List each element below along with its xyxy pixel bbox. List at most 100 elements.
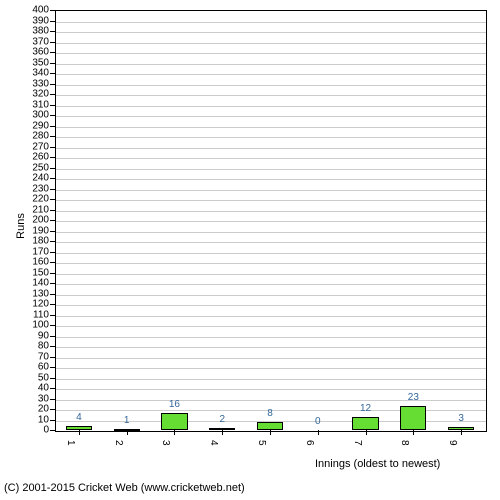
x-tick-mark: [413, 430, 414, 435]
bar-value-label: 4: [76, 412, 82, 423]
y-tick-label: 300: [32, 110, 49, 121]
grid-line: [56, 95, 486, 96]
grid-line: [56, 106, 486, 107]
y-tick-mark: [50, 430, 55, 431]
y-tick-label: 270: [32, 141, 49, 152]
y-tick-label: 80: [38, 341, 49, 352]
y-tick-label: 390: [32, 15, 49, 26]
y-tick-mark: [50, 399, 55, 400]
x-tick-label: 6: [304, 440, 315, 446]
y-tick-mark: [50, 21, 55, 22]
y-tick-mark: [50, 52, 55, 53]
copyright-text: (C) 2001-2015 Cricket Web (www.cricketwe…: [4, 482, 245, 494]
y-tick-mark: [50, 304, 55, 305]
x-tick-mark: [461, 430, 462, 435]
y-tick-mark: [50, 241, 55, 242]
y-tick-mark: [50, 199, 55, 200]
y-tick-mark: [50, 388, 55, 389]
grid-line: [56, 32, 486, 33]
y-tick-label: 340: [32, 68, 49, 79]
y-tick-label: 360: [32, 47, 49, 58]
grid-line: [56, 211, 486, 212]
x-tick-label: 7: [352, 440, 363, 446]
x-tick-label: 2: [113, 440, 124, 446]
y-tick-mark: [50, 294, 55, 295]
y-tick-mark: [50, 262, 55, 263]
y-tick-mark: [50, 231, 55, 232]
x-tick-mark: [318, 430, 319, 435]
y-tick-mark: [50, 105, 55, 106]
y-tick-label: 60: [38, 362, 49, 373]
grid-line: [56, 22, 486, 23]
grid-line: [56, 232, 486, 233]
grid-line: [56, 326, 486, 327]
y-tick-mark: [50, 63, 55, 64]
y-tick-mark: [50, 157, 55, 158]
y-tick-label: 0: [43, 425, 49, 436]
y-tick-label: 110: [33, 309, 49, 320]
x-tick-label: 4: [208, 440, 219, 446]
y-tick-label: 30: [38, 393, 49, 404]
y-tick-mark: [50, 189, 55, 190]
grid-line: [56, 368, 486, 369]
y-axis-title: Runs: [15, 213, 27, 239]
y-tick-mark: [50, 357, 55, 358]
grid-line: [56, 169, 486, 170]
grid-line: [56, 74, 486, 75]
y-tick-label: 350: [32, 57, 49, 68]
y-tick-mark: [50, 346, 55, 347]
y-tick-mark: [50, 178, 55, 179]
y-tick-mark: [50, 42, 55, 43]
x-tick-mark: [366, 430, 367, 435]
bar: [257, 422, 283, 430]
y-tick-label: 370: [32, 36, 49, 47]
y-tick-label: 250: [32, 162, 49, 173]
grid-line: [56, 242, 486, 243]
y-tick-label: 240: [32, 173, 49, 184]
y-tick-mark: [50, 325, 55, 326]
y-tick-label: 140: [32, 278, 49, 289]
grid-line: [56, 305, 486, 306]
y-tick-mark: [50, 136, 55, 137]
grid-line: [56, 295, 486, 296]
y-tick-label: 180: [32, 236, 49, 247]
y-tick-label: 400: [32, 5, 49, 16]
grid-line: [56, 337, 486, 338]
grid-line: [56, 253, 486, 254]
grid-line: [56, 148, 486, 149]
y-tick-label: 290: [32, 120, 49, 131]
grid-line: [56, 400, 486, 401]
bar-value-label: 8: [267, 408, 273, 419]
grid-line: [56, 379, 486, 380]
y-tick-label: 200: [32, 215, 49, 226]
y-tick-mark: [50, 283, 55, 284]
y-tick-label: 210: [32, 204, 49, 215]
y-tick-mark: [50, 252, 55, 253]
y-tick-label: 50: [38, 372, 49, 383]
y-tick-mark: [50, 315, 55, 316]
y-tick-label: 380: [32, 26, 49, 37]
y-tick-mark: [50, 378, 55, 379]
y-tick-mark: [50, 147, 55, 148]
y-tick-label: 280: [32, 131, 49, 142]
grid-line: [56, 274, 486, 275]
y-tick-mark: [50, 367, 55, 368]
y-tick-mark: [50, 220, 55, 221]
y-tick-label: 100: [32, 320, 49, 331]
y-tick-label: 130: [32, 288, 49, 299]
y-tick-mark: [50, 94, 55, 95]
x-tick-mark: [174, 430, 175, 435]
y-tick-mark: [50, 409, 55, 410]
y-tick-mark: [50, 336, 55, 337]
grid-line: [56, 158, 486, 159]
x-tick-label: 9: [447, 440, 458, 446]
y-tick-label: 190: [32, 225, 49, 236]
y-tick-label: 120: [32, 299, 49, 310]
y-tick-label: 310: [32, 99, 49, 110]
y-tick-label: 260: [32, 152, 49, 163]
grid-line: [56, 347, 486, 348]
x-tick-label: 8: [400, 440, 411, 446]
x-tick-mark: [222, 430, 223, 435]
y-tick-mark: [50, 420, 55, 421]
y-tick-mark: [50, 73, 55, 74]
